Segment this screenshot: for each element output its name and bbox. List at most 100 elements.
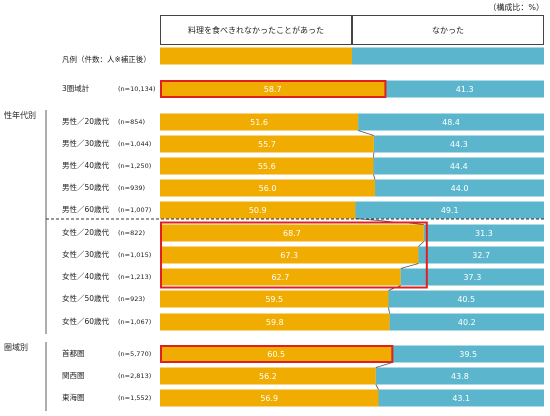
unit-note: （構成比：%） xyxy=(488,3,544,12)
value-no-女性-40歳代: 37.3 xyxy=(463,273,481,282)
row-n-label: (n=1,213) xyxy=(118,272,152,281)
row-label: 女性／50歳代 xyxy=(62,294,110,303)
row-label: 首都圏 xyxy=(62,349,85,358)
row-label: 女性／40歳代 xyxy=(62,272,110,281)
legend-bar-no xyxy=(352,47,544,65)
bar-no-男性-50歳代 xyxy=(375,179,544,197)
bar-no-女性-20歳代 xyxy=(423,224,544,242)
value-no-女性-20歳代: 31.3 xyxy=(475,229,493,238)
bar-no-男性-40歳代 xyxy=(373,157,544,175)
bar-no-女性-40歳代 xyxy=(400,268,544,286)
group-label: 圏域別 xyxy=(4,343,28,352)
value-no-関西圏: 43.8 xyxy=(451,372,469,381)
value-no-首都圏: 39.5 xyxy=(459,350,477,359)
row-n-label: (n=1,044) xyxy=(118,139,152,148)
row-n-label: (n=939) xyxy=(118,183,146,192)
row-n-label: (n=1,067) xyxy=(118,317,152,326)
bar-yes-女性-20歳代 xyxy=(160,224,424,242)
row-label: 男性／40歳代 xyxy=(62,161,110,170)
connector-line xyxy=(373,174,376,180)
row-n-label: (n=854) xyxy=(118,117,146,126)
bar-no-首都圏 xyxy=(392,345,544,363)
bar-no-男性-20歳代 xyxy=(358,113,544,131)
bar-yes-男性-30歳代 xyxy=(160,135,374,153)
row-n-label: (n=923) xyxy=(118,294,146,303)
bar-yes-東海圏 xyxy=(160,389,379,407)
legend-bar-yes xyxy=(160,47,352,65)
connector-line xyxy=(375,362,393,368)
connector-line xyxy=(358,130,375,136)
group-label: 性年代別 xyxy=(4,111,36,120)
row-n-label: (n=1,250) xyxy=(118,161,152,170)
legend-row-label: 凡例（件数：人※補正後） xyxy=(62,55,151,64)
row-n-label: (n=1,007) xyxy=(118,205,152,214)
legend-header-yes-label: 料理を食べきれなかったことがあった xyxy=(188,25,324,35)
value-yes-女性-60歳代: 59.8 xyxy=(266,318,284,327)
value-yes-男性-50歳代: 56.0 xyxy=(259,184,277,193)
row-label: 男性／20歳代 xyxy=(62,117,110,126)
row-label: 3圏域計 xyxy=(62,84,90,93)
row-label: 東海圏 xyxy=(62,393,85,402)
connector-line xyxy=(375,384,379,390)
row-label: 関西圏 xyxy=(62,371,85,380)
bar-no-女性-50歳代 xyxy=(388,290,544,308)
highlight-box-3圏域計 xyxy=(160,80,387,98)
value-no-男性-20歳代: 48.4 xyxy=(442,118,460,127)
row-label: 女性／30歳代 xyxy=(62,250,110,259)
bar-yes-3圏域計 xyxy=(160,80,386,98)
bar-yes-女性-50歳代 xyxy=(160,290,389,308)
bar-no-女性-30歳代 xyxy=(418,246,544,264)
row-n-label: (n=1,552) xyxy=(118,393,152,402)
value-yes-東海圏: 56.9 xyxy=(260,394,278,403)
value-yes-女性-50歳代: 59.5 xyxy=(265,295,283,304)
value-no-女性-30歳代: 32.7 xyxy=(472,251,490,260)
row-n-label: (n=5,770) xyxy=(118,349,152,358)
legend-header-no: なかった xyxy=(352,15,544,45)
bar-yes-男性-20歳代 xyxy=(160,113,359,131)
value-no-女性-60歳代: 40.2 xyxy=(458,318,476,327)
value-yes-男性-20歳代: 51.6 xyxy=(250,118,268,127)
row-n-label: (n=822) xyxy=(118,228,146,237)
bar-yes-男性-50歳代 xyxy=(160,179,376,197)
value-yes-関西圏: 56.2 xyxy=(259,372,277,381)
value-yes-女性-20歳代: 68.7 xyxy=(283,229,301,238)
bar-yes-女性-40歳代 xyxy=(160,268,401,286)
row-n-label: (n=1,015) xyxy=(118,250,152,259)
legend-header-yes: 料理を食べきれなかったことがあった xyxy=(160,15,352,45)
connector-line xyxy=(418,241,425,247)
bar-yes-男性-60歳代 xyxy=(160,201,356,219)
value-yes-女性-30歳代: 67.3 xyxy=(280,251,298,260)
bar-yes-首都圏 xyxy=(160,345,393,363)
highlight-box-female-20-40 xyxy=(160,221,428,289)
value-no-女性-50歳代: 40.5 xyxy=(457,295,475,304)
value-yes-女性-40歳代: 62.7 xyxy=(271,273,289,282)
row-label: 男性／30歳代 xyxy=(62,139,110,148)
value-yes-男性-60歳代: 50.9 xyxy=(249,206,267,215)
value-no-男性-30歳代: 44.3 xyxy=(450,140,468,149)
row-label: 女性／60歳代 xyxy=(62,317,110,326)
bar-no-男性-60歳代 xyxy=(355,201,544,219)
value-no-東海圏: 43.1 xyxy=(452,394,470,403)
row-n-label: (n=10,134) xyxy=(118,84,156,93)
value-yes-首都圏: 60.5 xyxy=(267,350,285,359)
value-no-3圏域計: 41.3 xyxy=(456,85,474,94)
bar-no-女性-60歳代 xyxy=(389,313,544,331)
bar-no-東海圏 xyxy=(378,389,544,407)
bar-no-3圏域計 xyxy=(385,80,544,98)
bar-no-男性-30歳代 xyxy=(373,135,544,153)
value-yes-男性-30歳代: 55.7 xyxy=(258,140,276,149)
value-yes-男性-40歳代: 55.6 xyxy=(258,162,276,171)
bar-yes-男性-40歳代 xyxy=(160,157,374,175)
row-label: 女性／20歳代 xyxy=(62,228,110,237)
connector-line xyxy=(400,263,419,269)
connector-line xyxy=(388,307,391,314)
value-no-男性-50歳代: 44.0 xyxy=(451,184,469,193)
bar-yes-女性-30歳代 xyxy=(160,246,419,264)
row-label: 男性／50歳代 xyxy=(62,183,110,192)
legend-header-no-label: なかった xyxy=(432,25,464,35)
value-no-男性-60歳代: 49.1 xyxy=(441,206,459,215)
bar-no-関西圏 xyxy=(375,367,544,385)
row-n-label: (n=2,813) xyxy=(118,371,152,380)
highlight-box-首都圏 xyxy=(160,345,394,363)
